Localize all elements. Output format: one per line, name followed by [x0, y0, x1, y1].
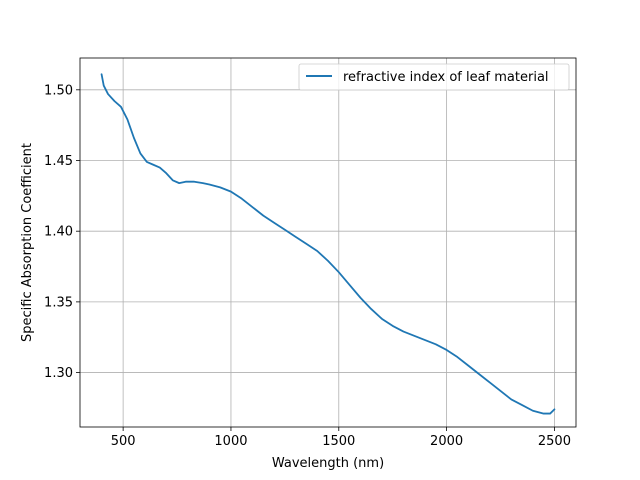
series-layer	[100, 73, 556, 415]
legend-entry: refractive index of leaf material	[343, 70, 549, 85]
x-tick-label: 1000	[214, 434, 247, 449]
y-tick-label: 1.40	[44, 225, 73, 240]
y-tick-label: 1.45	[44, 154, 73, 169]
series-line	[100, 73, 556, 415]
y-tick-label: 1.35	[44, 295, 73, 310]
y-tick-label: 1.50	[44, 83, 73, 98]
x-axis: 500 1000 1500 2000 2500	[111, 427, 571, 449]
y-tick-label: 1.30	[44, 366, 73, 381]
x-axis-label: Wavelength (nm)	[272, 456, 384, 471]
y-axis-label: Specific Absorption Coefficient	[20, 143, 35, 342]
x-tick-label: 2000	[430, 434, 463, 449]
plot-frame	[79, 57, 577, 428]
x-tick-label: 1500	[322, 434, 355, 449]
x-tick-label: 500	[111, 434, 136, 449]
legend-box	[298, 63, 570, 91]
legend: refractive index of leaf material	[298, 63, 570, 91]
grid-lines	[80, 58, 576, 427]
x-tick-label: 2500	[538, 434, 571, 449]
y-axis: 1.30 1.35 1.40 1.45 1.50	[44, 83, 80, 381]
